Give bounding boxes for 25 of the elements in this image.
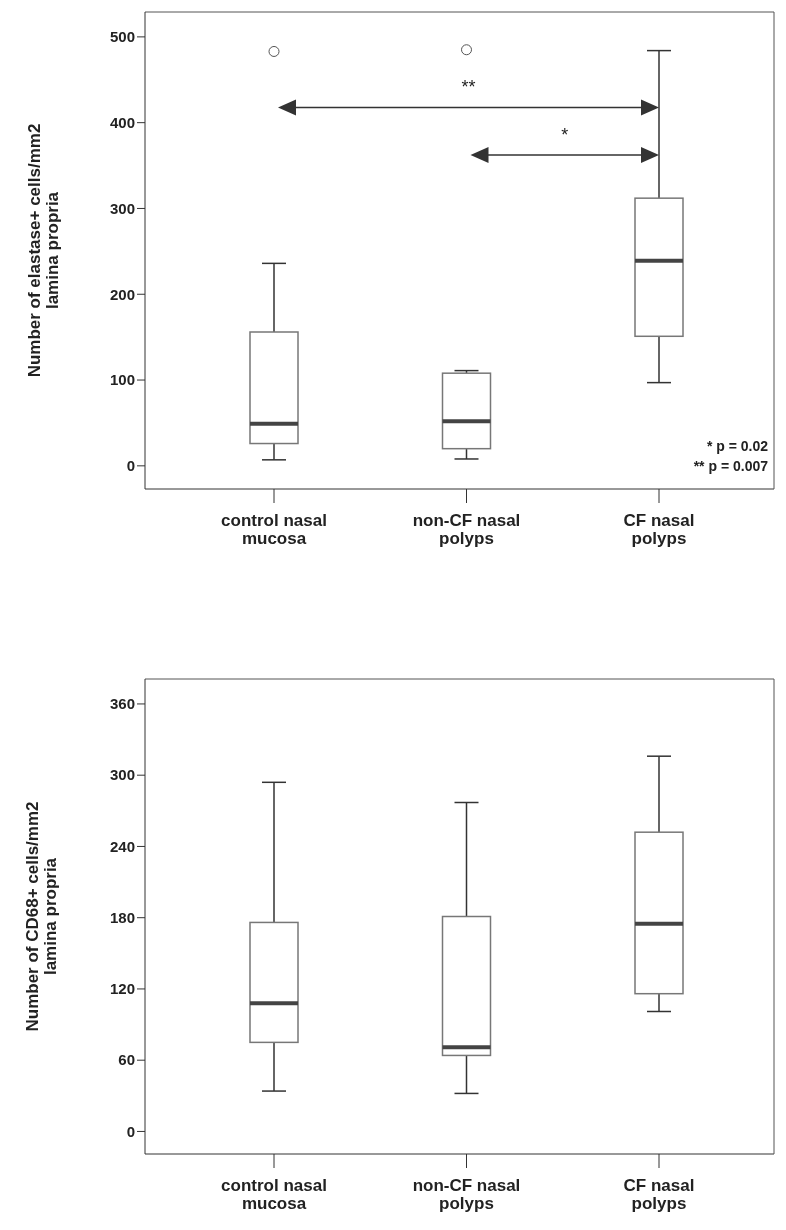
y-tick-label: 300 (109, 766, 135, 784)
annotation: ** (461, 77, 476, 98)
y-tick-label: 400 (109, 113, 135, 131)
y-tick-label: 0 (126, 1122, 135, 1140)
x-tick-label: non-CF nasal polyps (412, 1176, 521, 1213)
x-tick-label: CF nasal polyps (623, 511, 695, 548)
y-tick-label: 60 (118, 1051, 135, 1069)
annotation: * (561, 125, 569, 146)
x-tick-label: control nasal mucosa (221, 511, 327, 548)
y-tick-label: 120 (109, 980, 135, 998)
y-tick-label: 500 (109, 28, 135, 46)
x-tick-label: non-CF nasal polyps (412, 511, 521, 548)
y-tick-label: 200 (109, 285, 135, 303)
y-axis-title: Number of CD68+ cells/mm2 lamina propria (23, 801, 60, 1032)
x-tick-label: CF nasal polyps (623, 1176, 695, 1213)
y-tick-label: 0 (126, 457, 135, 475)
y-tick-label: 180 (109, 908, 135, 926)
y-tick-label: 360 (109, 695, 135, 713)
y-tick-label: 100 (109, 371, 135, 389)
y-tick-label: 300 (109, 199, 135, 217)
annotation: ** p = 0.007 (693, 458, 769, 474)
y-tick-label: 240 (109, 837, 135, 855)
y-axis-title: Number of elastase+ cells/mm2 lamina propria (25, 123, 62, 378)
x-tick-label: control nasal mucosa (221, 1176, 327, 1213)
annotation: * p = 0.02 (706, 438, 769, 454)
